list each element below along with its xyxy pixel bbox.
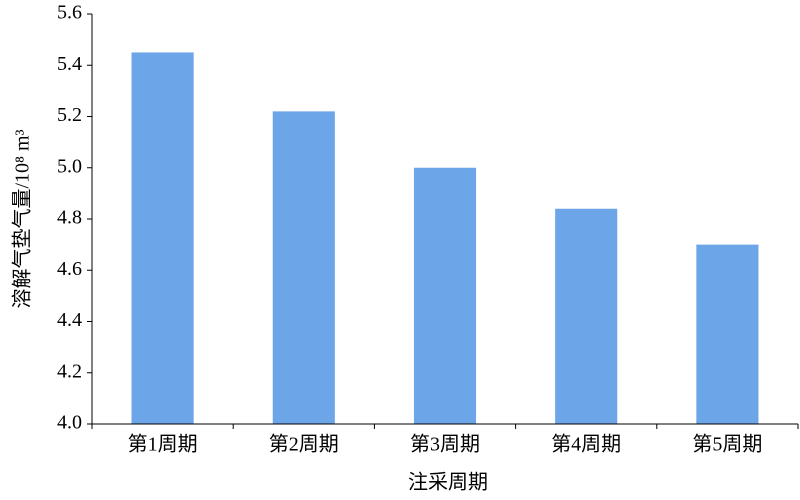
y-tick-label: 4.8	[57, 207, 82, 229]
bar	[272, 111, 335, 424]
y-axis-label: 溶解气垫气量/10⁸ m³	[11, 129, 34, 308]
y-tick-label: 4.4	[57, 309, 82, 331]
x-tick-label: 第5周期	[692, 433, 762, 456]
bar	[131, 52, 194, 424]
bar	[696, 244, 759, 424]
bar	[413, 167, 477, 424]
x-tick-label: 第2周期	[269, 433, 339, 456]
x-tick-label: 第3周期	[410, 433, 480, 456]
x-tick-label: 第4周期	[551, 433, 621, 456]
y-tick-label: 5.2	[57, 104, 82, 126]
bar	[555, 208, 618, 424]
y-tick-label: 4.0	[57, 412, 82, 434]
x-axis-label: 注采周期	[408, 471, 488, 494]
y-tick-label: 4.6	[57, 258, 82, 280]
y-tick-label: 5.4	[57, 53, 82, 75]
y-tick-label: 5.6	[57, 2, 82, 24]
y-tick-label: 5.0	[57, 155, 82, 177]
x-tick-label: 第1周期	[128, 433, 198, 456]
y-tick-label: 4.2	[57, 360, 82, 382]
